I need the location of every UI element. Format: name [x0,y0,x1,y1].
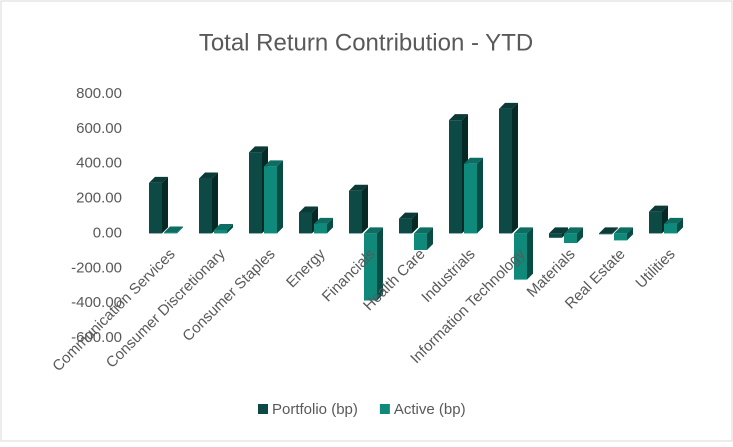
bar-top [399,212,418,219]
bar [164,232,177,234]
bar [264,166,277,234]
y-tick-label: -400.00 [71,294,122,311]
bar-top [449,114,468,121]
bar-top [314,217,333,224]
bar-side [212,172,218,234]
bar [614,233,627,241]
bar-side [377,227,383,301]
bar-top [464,157,483,164]
bar [214,229,227,234]
bar [249,152,262,234]
y-tick-label: 200.00 [76,190,122,207]
bar [414,233,427,250]
bar-top [149,176,168,183]
legend-label: Active (bp) [394,401,466,418]
bar-top [299,206,318,213]
bar-side [277,160,283,234]
legend-swatch [258,404,268,414]
bar-top [214,223,233,230]
bar-side [577,227,583,244]
bar-side [177,226,183,234]
y-tick-label: -600.00 [71,329,122,346]
bar-side [627,227,633,241]
bar-side [412,212,418,234]
bar-side [677,217,683,234]
bar-top [199,172,218,179]
y-tick-label: 800.00 [76,85,122,102]
bar-side [362,184,368,234]
bar-top [599,227,618,234]
bar-top [514,227,533,234]
bar [599,233,612,235]
y-tick-label: 0.00 [93,224,122,241]
bar-top [614,227,633,234]
bar-side [427,227,433,250]
bar-top [249,146,268,153]
bar [149,182,162,234]
y-tick-label: 400.00 [76,155,122,172]
y-tick-label: 600.00 [76,120,122,137]
bar-side [512,102,518,234]
bar-top [264,160,283,167]
bar [464,163,477,234]
y-tick-label: -200.00 [71,259,122,276]
bar [664,223,677,234]
bar [199,178,212,234]
bar [449,120,462,234]
chart-title: Total Return Contribution - YTD [199,29,533,56]
bar [314,223,327,234]
bar [549,233,562,238]
bar-top [164,226,183,233]
bar [349,190,362,234]
legend-label: Portfolio (bp) [272,401,358,418]
bar [299,212,312,234]
bar-side [612,227,618,235]
bar [649,211,662,234]
bar-top [564,227,583,234]
bar-top [349,184,368,191]
bar [399,218,412,234]
bar-top [499,102,518,109]
bar-side [527,227,533,280]
bar-side [162,176,168,234]
bar [564,233,577,244]
bar-top [549,227,568,234]
legend-swatch [379,404,390,414]
bar-side [477,157,483,234]
bar-side [227,223,233,234]
bar [364,233,377,301]
bar [514,233,527,280]
bar-top [414,227,433,234]
bar-side [327,217,333,234]
bar-top [664,217,683,224]
bar [499,108,512,234]
bar-top [364,227,383,234]
bar-top [649,205,668,212]
